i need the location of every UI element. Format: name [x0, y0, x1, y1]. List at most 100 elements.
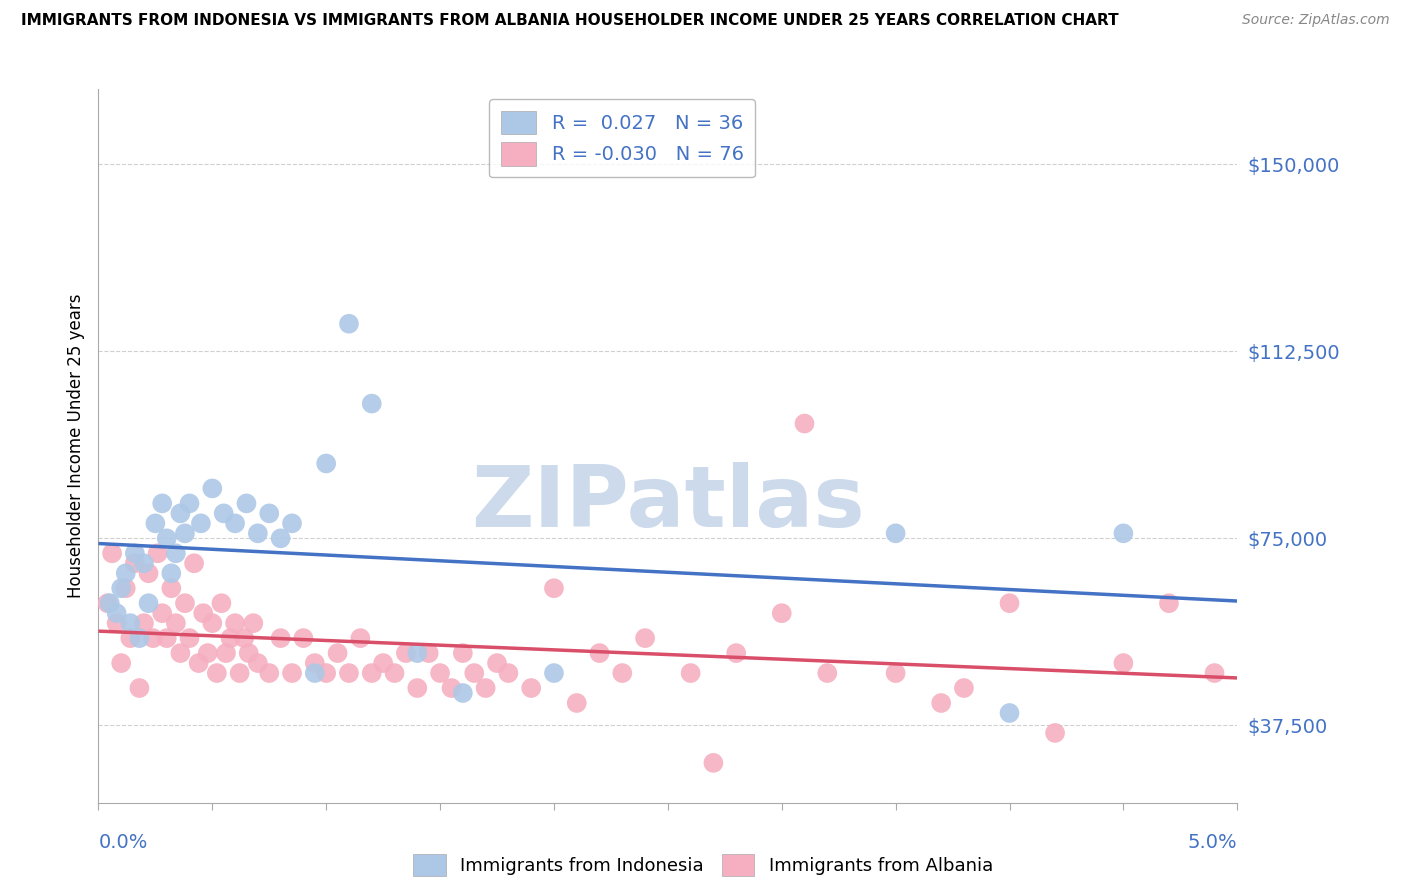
- Point: [360, 396, 382, 410]
- Point: [156, 531, 179, 545]
- Point: [360, 666, 382, 681]
- Point: [110, 581, 132, 595]
- Point: [150, 606, 173, 620]
- Point: [520, 681, 543, 695]
- Point: [1043, 726, 1066, 740]
- Point: [702, 756, 724, 770]
- Point: [304, 666, 326, 681]
- Point: [183, 556, 205, 570]
- Point: [543, 581, 565, 595]
- Point: [233, 631, 256, 645]
- Point: [725, 646, 748, 660]
- Point: [98, 596, 121, 610]
- Point: [132, 616, 155, 631]
- Point: [998, 706, 1021, 720]
- Point: [124, 546, 146, 560]
- Point: [179, 496, 201, 510]
- Point: [259, 507, 281, 521]
- Point: [105, 606, 128, 620]
- Point: [150, 496, 173, 510]
- Point: [165, 546, 187, 560]
- Legend: R =  0.027   N = 36, R = -0.030   N = 76: R = 0.027 N = 36, R = -0.030 N = 76: [489, 99, 755, 178]
- Point: [174, 526, 197, 541]
- Point: [120, 616, 142, 631]
- Point: [142, 631, 165, 645]
- Text: 5.0%: 5.0%: [1188, 833, 1237, 852]
- Point: [169, 507, 191, 521]
- Point: [190, 516, 212, 531]
- Point: [246, 526, 269, 541]
- Point: [201, 482, 224, 496]
- Point: [373, 656, 395, 670]
- Legend: Immigrants from Indonesia, Immigrants from Albania: Immigrants from Indonesia, Immigrants fr…: [406, 847, 1000, 883]
- Point: [193, 606, 215, 620]
- Point: [138, 596, 160, 610]
- Point: [463, 666, 485, 681]
- Point: [326, 646, 349, 660]
- Point: [815, 666, 838, 681]
- Point: [259, 666, 281, 681]
- Point: [205, 666, 228, 681]
- Point: [160, 581, 183, 595]
- Point: [120, 631, 142, 645]
- Point: [406, 646, 429, 660]
- Y-axis label: Householder Income Under 25 years: Householder Income Under 25 years: [66, 293, 84, 599]
- Point: [212, 507, 235, 521]
- Point: [215, 646, 238, 660]
- Point: [498, 666, 520, 681]
- Point: [114, 566, 136, 581]
- Point: [169, 646, 191, 660]
- Point: [634, 631, 657, 645]
- Point: [179, 631, 201, 645]
- Point: [588, 646, 610, 660]
- Point: [770, 606, 793, 620]
- Point: [165, 616, 187, 631]
- Point: [315, 457, 337, 471]
- Point: [292, 631, 315, 645]
- Point: [929, 696, 952, 710]
- Point: [124, 556, 146, 570]
- Point: [1112, 526, 1135, 541]
- Point: [612, 666, 634, 681]
- Point: [105, 616, 128, 631]
- Point: [543, 666, 565, 681]
- Point: [486, 656, 509, 670]
- Point: [146, 546, 169, 560]
- Text: ZIPatlas: ZIPatlas: [471, 461, 865, 545]
- Point: [270, 531, 292, 545]
- Point: [132, 556, 155, 570]
- Point: [429, 666, 451, 681]
- Point: [565, 696, 588, 710]
- Point: [96, 596, 118, 610]
- Point: [197, 646, 219, 660]
- Point: [1157, 596, 1180, 610]
- Point: [145, 516, 167, 531]
- Point: [451, 686, 474, 700]
- Text: Source: ZipAtlas.com: Source: ZipAtlas.com: [1241, 13, 1389, 28]
- Point: [138, 566, 160, 581]
- Point: [474, 681, 496, 695]
- Point: [884, 526, 907, 541]
- Point: [384, 666, 406, 681]
- Point: [209, 596, 232, 610]
- Point: [174, 596, 197, 610]
- Point: [349, 631, 371, 645]
- Point: [201, 616, 224, 631]
- Point: [270, 631, 292, 645]
- Point: [315, 666, 337, 681]
- Point: [224, 616, 246, 631]
- Point: [337, 666, 360, 681]
- Point: [160, 566, 183, 581]
- Point: [395, 646, 418, 660]
- Point: [884, 666, 907, 681]
- Point: [110, 656, 132, 670]
- Point: [228, 666, 250, 681]
- Point: [679, 666, 702, 681]
- Point: [793, 417, 815, 431]
- Point: [998, 596, 1021, 610]
- Point: [242, 616, 264, 631]
- Point: [156, 631, 179, 645]
- Point: [281, 516, 304, 531]
- Text: IMMIGRANTS FROM INDONESIA VS IMMIGRANTS FROM ALBANIA HOUSEHOLDER INCOME UNDER 25: IMMIGRANTS FROM INDONESIA VS IMMIGRANTS …: [21, 13, 1119, 29]
- Point: [187, 656, 209, 670]
